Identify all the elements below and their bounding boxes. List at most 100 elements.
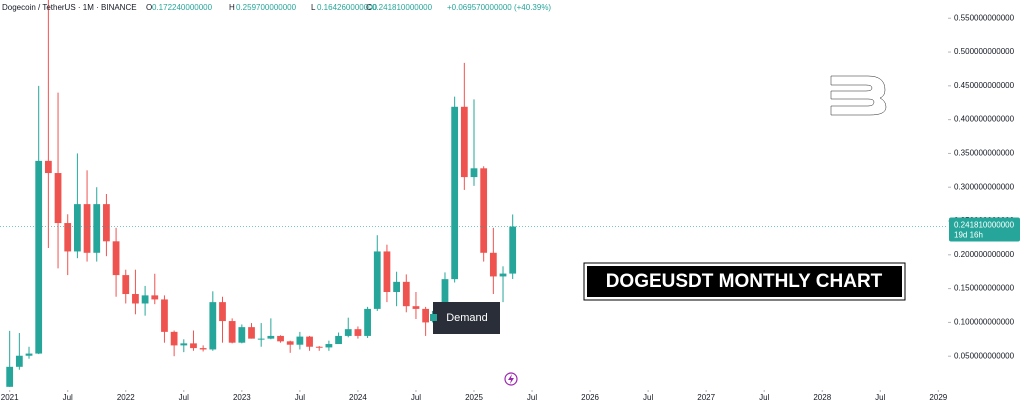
x-tick-label: 2028 [813,393,831,402]
candle-body [267,335,275,339]
y-tick-label: 0.050000000000 [954,351,1015,360]
candle-body [6,366,14,387]
candle-body [383,251,391,292]
candle-body [219,302,226,322]
candle-body [238,327,246,343]
x-tick-label: Jul [63,393,73,402]
candle-body [441,279,449,311]
candle-body [344,329,352,336]
ohlc-label: L [311,3,316,12]
banner: DOGEUSDT MONTHLY CHART [583,262,906,301]
y-tick-label: 0.300000000000 [954,182,1015,191]
y-tick-label: 0.350000000000 [954,149,1015,158]
last-price-box [949,217,1020,242]
candle-body [315,346,323,348]
candle-body [325,344,333,348]
candle-body [509,226,517,274]
y-tick-label: 0.450000000000 [954,81,1015,90]
candle-body [83,204,91,253]
ohlc-label: H [229,3,235,12]
candle-body [335,335,342,345]
x-tick-label: Jul [411,393,421,402]
x-tick-label: 2027 [697,393,715,402]
candle-body [199,348,207,350]
candle-body [64,223,72,252]
x-tick-label: Jul [875,393,885,402]
candle-body [170,331,178,346]
candle-body [451,106,459,280]
x-tick-label: 2023 [233,393,251,402]
candle-body [44,160,52,174]
ohlc-value: 0.172240000000 [152,3,213,12]
x-tick-label: 2029 [929,393,947,402]
candle-body [93,204,101,253]
candle-body [402,281,410,307]
candle-body [103,204,110,242]
candle-body [74,204,81,252]
last-price-label: 0.241810000000 [954,221,1015,230]
banner-outline [583,262,906,301]
x-tick-label: 2026 [581,393,599,402]
ohlc-label: C [366,3,372,12]
candle-body [364,308,371,336]
y-tick-label: 0.500000000000 [954,47,1015,56]
candle-body [35,160,43,354]
demand-marker [430,314,437,321]
y-tick-label: 0.150000000000 [954,284,1015,293]
candle-body [248,327,255,339]
plot-area [0,0,948,387]
y-tick-label: 0.550000000000 [954,13,1015,22]
candle-body [180,343,188,346]
candle-body [122,275,130,295]
candle-body [161,299,168,332]
x-tick-label: 2024 [349,393,367,402]
candle-body [393,281,400,292]
ohlc-label: O [146,3,152,12]
candle-body [286,341,294,345]
candle-body [470,168,478,178]
candle-body [499,273,507,277]
candle-body [257,338,265,340]
candle-body [354,329,362,336]
candle-body [460,106,468,178]
candle-body [25,353,33,356]
x-tick-label: 2021 [1,393,19,402]
x-tick-label: 2022 [117,393,135,402]
demand-annotation: Demand [430,302,500,334]
y-tick-label: 0.100000000000 [954,318,1015,327]
candle-body [190,343,197,349]
x-tick-label: Jul [179,393,189,402]
candle-body [277,335,284,342]
candle-body [480,168,488,253]
x-tick-label: Jul [527,393,537,402]
candle-body [296,336,304,345]
demand-box [433,302,500,334]
x-tick-label: Jul [295,393,305,402]
banner-box [585,264,904,299]
candle-body [141,295,149,304]
x-tick-label: Jul [759,393,769,402]
ohlc-value: 0.241810000000 [372,3,433,12]
candle-body [228,321,236,343]
x-tick-label: Jul [643,393,653,402]
change: +0.069570000000 (+40.39%) [447,3,551,12]
candle-body [54,173,62,224]
candle-body [489,252,497,277]
candle-body [412,306,420,309]
candle-body [373,251,381,309]
candle-body [132,294,139,304]
candle-body [112,241,120,276]
event-icon [504,372,518,386]
candle-body [15,355,23,367]
candle-body [209,302,217,350]
y-tick-label: 0.200000000000 [954,250,1015,259]
demand-label: Demand [446,312,488,324]
ohlc-value: 0.259700000000 [236,3,297,12]
x-tick-label: 2025 [465,393,483,402]
countdown-label: 19d 16h [954,231,983,240]
candle-body [422,308,430,323]
candle-body [151,295,159,300]
candle-body [306,336,313,347]
